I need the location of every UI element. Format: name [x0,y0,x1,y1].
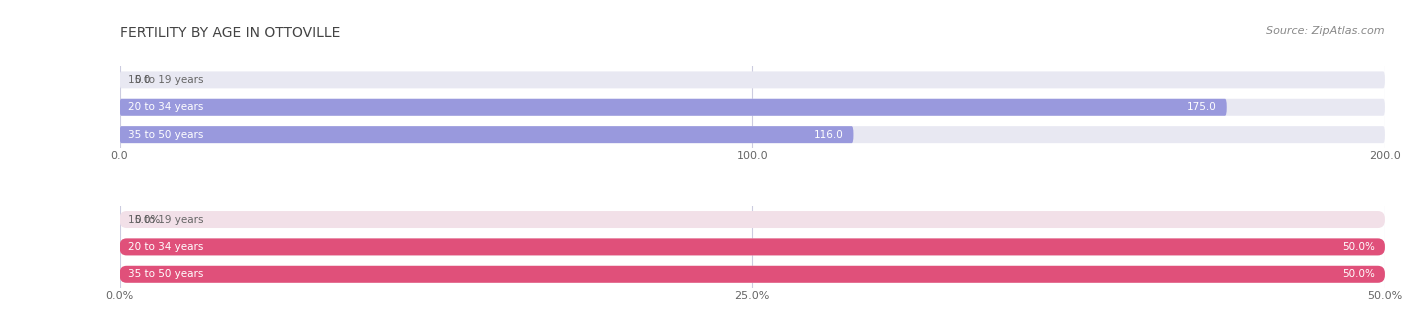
Text: 35 to 50 years: 35 to 50 years [128,130,204,140]
Text: 175.0: 175.0 [1187,102,1216,112]
FancyBboxPatch shape [120,238,1385,256]
FancyBboxPatch shape [120,266,1385,283]
FancyBboxPatch shape [120,266,1385,283]
Text: 15 to 19 years: 15 to 19 years [128,214,204,224]
Text: 35 to 50 years: 35 to 50 years [128,269,204,279]
Text: 0.0%: 0.0% [135,214,160,224]
FancyBboxPatch shape [120,238,1385,256]
FancyBboxPatch shape [120,126,853,143]
FancyBboxPatch shape [120,211,1385,228]
Text: 50.0%: 50.0% [1341,242,1375,252]
Text: FERTILITY BY AGE IN OTTOVILLE: FERTILITY BY AGE IN OTTOVILLE [120,26,340,40]
Text: 20 to 34 years: 20 to 34 years [128,102,204,112]
Text: 15 to 19 years: 15 to 19 years [128,75,204,85]
FancyBboxPatch shape [120,126,1385,143]
Text: 50.0%: 50.0% [1341,269,1375,279]
Text: Source: ZipAtlas.com: Source: ZipAtlas.com [1267,26,1385,36]
FancyBboxPatch shape [120,71,1385,88]
Text: 0.0: 0.0 [135,75,150,85]
Text: 116.0: 116.0 [814,130,844,140]
FancyBboxPatch shape [120,99,1385,116]
FancyBboxPatch shape [120,99,1227,116]
Text: 20 to 34 years: 20 to 34 years [128,242,204,252]
